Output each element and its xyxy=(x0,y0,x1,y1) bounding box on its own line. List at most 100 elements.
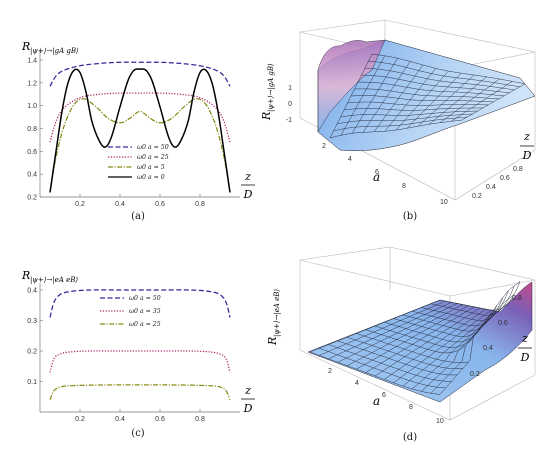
panel-c-xlabel-den: D xyxy=(243,402,253,415)
panel-b-atick-10: 10 xyxy=(440,199,448,206)
panel-d-zlabel-main: R xyxy=(266,337,279,346)
mesh-line xyxy=(384,308,486,380)
mesh-line xyxy=(421,302,509,392)
panel-c-xtick-label: 0.6 xyxy=(155,416,165,423)
panel-b-atick-8: 8 xyxy=(402,183,406,190)
mesh-line xyxy=(309,299,441,353)
panel-c-ytick-label: 0.4 xyxy=(27,288,37,295)
panel-a-ytick-label: 1.4 xyxy=(27,58,37,65)
panel-a-ylabel-sub: |ψ+⟩→|gA gB⟩ xyxy=(30,47,79,55)
mesh-line xyxy=(374,307,481,377)
panel-d-caption: (d) xyxy=(403,432,417,443)
panel-a-legend-label-2: ω0 a = 5 xyxy=(137,164,165,171)
panel-d-zdtick-04: 0.4 xyxy=(483,345,493,352)
panel-b-zdtick-02: 0.2 xyxy=(472,193,482,200)
panel-a-ytick-label: 0.6 xyxy=(27,149,37,156)
panel-c-ytick-label: 0.2 xyxy=(27,349,37,356)
panel-a-legend-label-3: ω0 a = 0 xyxy=(137,174,165,181)
mesh-line xyxy=(319,300,446,356)
panel-b-ztick-0: 0 xyxy=(288,101,292,108)
panel-c-ytick-label: 0.1 xyxy=(27,379,37,386)
panel-a-xtick-label: 0.8 xyxy=(195,201,205,208)
panel-a-legend: ω0 a = 50 ω0 a = 25 ω0 a = 5 ω0 a = 0 xyxy=(108,144,169,181)
panel-c: 0.2 0.4 0.6 0.8 0.1 0.2 0.3 0.4 ω0 a = 50 ω0 a =… xyxy=(21,269,255,439)
panel-d-atick-6: 6 xyxy=(382,392,386,399)
panel-b-ztick-neg1: -1 xyxy=(286,117,292,124)
panel-b-atick-2: 2 xyxy=(322,143,326,150)
panel-d-atick-8: 8 xyxy=(409,404,413,411)
mesh-line xyxy=(439,281,521,395)
panel-a-ytick-label: 0.4 xyxy=(27,172,37,179)
panel-d-xlabel: a xyxy=(373,394,380,408)
panel-b-ztick-1: 1 xyxy=(288,85,292,92)
panel-d-mesh xyxy=(309,281,521,395)
mesh-line xyxy=(329,53,373,139)
mesh-line xyxy=(428,76,487,125)
panel-c-xtick-label: 0.2 xyxy=(75,416,85,423)
panel-d-atick-10: 10 xyxy=(436,418,444,425)
panel-c-caption: (c) xyxy=(131,428,145,439)
panel-a-ytick-label: 0.2 xyxy=(27,195,37,202)
panel-a-series-line-0 xyxy=(49,61,231,87)
mesh-line xyxy=(384,68,436,132)
panel-c-xtick-label: 0.4 xyxy=(115,416,125,423)
panel-c-ylabel-sub: |ψ+⟩→|eA eB⟩ xyxy=(30,276,78,284)
panel-a-ytick-label: 0.8 xyxy=(27,126,37,133)
panel-b-mesh xyxy=(329,53,526,139)
panel-b-ylabel-num: z xyxy=(523,130,530,143)
panel-b-zdticks: 0.8 0.6 0.4 0.2 xyxy=(472,166,523,200)
panel-a-xlabel-den: D xyxy=(243,188,253,201)
panel-d-box xyxy=(299,246,536,421)
mesh-line xyxy=(340,55,385,136)
panel-c-xtick-label: 0.8 xyxy=(195,416,205,423)
mesh-line xyxy=(337,303,458,363)
panel-c-legend-label-0: ω0 a = 50 xyxy=(129,295,161,302)
panel-d-ylabel-den: D xyxy=(520,351,530,364)
mesh-line xyxy=(450,81,513,122)
panel-c-series-line-0 xyxy=(49,289,231,318)
panel-a-series-line-2 xyxy=(49,98,231,193)
panel-b-zticks: 1 0 -1 xyxy=(286,85,292,124)
panel-b-ridge xyxy=(317,39,386,133)
mesh-line xyxy=(395,70,449,131)
panel-c-ylabel-main: R xyxy=(21,269,30,282)
panel-a-series xyxy=(49,61,231,193)
panel-a-xtick-label: 0.2 xyxy=(75,201,85,208)
panel-a-series-line-3 xyxy=(49,68,231,193)
panel-b-caption: (b) xyxy=(403,211,417,222)
panel-c-series-line-1 xyxy=(49,350,231,373)
mesh-line xyxy=(461,83,526,121)
panel-d-zdticks: 0.8 0.6 0.4 0.2 xyxy=(470,295,522,378)
panel-b-zlabel-main: R xyxy=(260,112,273,121)
mesh-line xyxy=(362,61,411,133)
panel-a-ticks: 0.2 0.4 0.6 0.8 0.2 0.4 0.6 0.8 1.0 1.2 1.4 xyxy=(27,58,205,209)
panel-d-aticks: 2 4 6 8 10 xyxy=(328,368,444,425)
panel-b-zlabel-sub: |ψ+⟩→|gA gB⟩ xyxy=(267,63,275,112)
panel-b: 1 0 -1 2 4 6 8 10 0.8 0.6 0.4 0.2 a R |ψ… xyxy=(260,19,536,222)
panel-d-zlabel: R |ψ+⟩→|eA eB⟩ xyxy=(266,289,281,346)
panel-d-atick-4: 4 xyxy=(355,380,359,387)
mesh-line xyxy=(430,294,515,394)
panel-b-zdtick-04: 0.4 xyxy=(486,184,496,191)
mesh-line xyxy=(393,309,492,383)
panel-a-xtick-label: 0.6 xyxy=(155,201,165,208)
panel-c-legend-label-2: ω0 a = 25 xyxy=(129,321,161,328)
mesh-line xyxy=(402,309,498,387)
panel-c-xlabel-num: z xyxy=(244,384,251,397)
mesh-line xyxy=(351,58,398,134)
mesh-line xyxy=(328,302,452,360)
panel-d-ylabel-num: z xyxy=(521,332,528,345)
panel-b-atick-6: 6 xyxy=(375,169,379,176)
panel-a-caption: (a) xyxy=(131,211,145,222)
panel-a-ylabel-main: R xyxy=(21,40,30,53)
panel-d-zdtick-02: 0.2 xyxy=(470,371,480,378)
panel-c-ticks: 0.2 0.4 0.6 0.8 0.1 0.2 0.3 0.4 xyxy=(27,288,205,424)
panel-a-legend-label-1: ω0 a = 25 xyxy=(137,154,169,161)
panel-a: 0.2 0.4 0.6 0.8 0.2 0.4 0.6 0.8 1.0 1.2 1.4 ω0 a =… xyxy=(21,40,255,222)
panel-d-zlabel-sub: |ψ+⟩→|eA eB⟩ xyxy=(273,289,281,337)
panel-a-series-line-1 xyxy=(49,92,231,143)
mesh-line xyxy=(356,305,469,370)
panel-c-ytick-label: 0.3 xyxy=(27,318,37,325)
mesh-line xyxy=(417,74,475,127)
